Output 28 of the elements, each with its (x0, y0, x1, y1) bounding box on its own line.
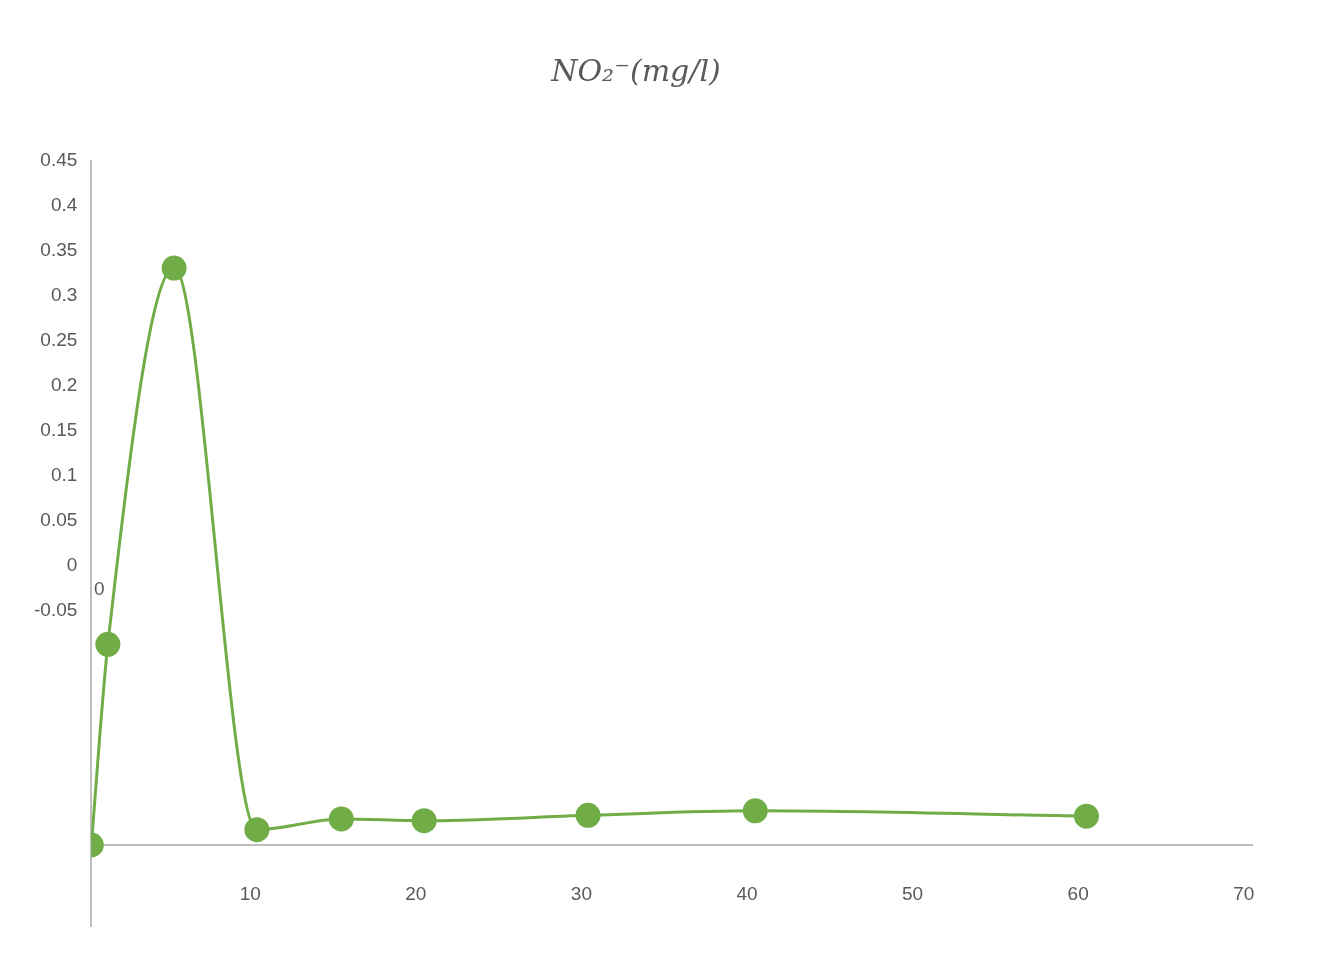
y-tick-label: 0.4 (50, 194, 78, 216)
y-tick-label: 0.45 (40, 149, 78, 171)
chart-title: NO₂⁻(mg/l) (550, 52, 721, 88)
x-tick-label: 30 (570, 882, 592, 904)
y-tick-label: 0.15 (40, 419, 78, 441)
point (244, 817, 270, 843)
x-tick-label: 60 (1067, 882, 1089, 904)
point (411, 808, 437, 834)
x-tick-label: 10 (239, 882, 261, 904)
x-tick-label: 50 (902, 882, 924, 904)
y-tick-label: 0.3 (50, 284, 78, 306)
y-tick-label: 0.25 (40, 329, 78, 351)
y-tick-label: 0 (66, 554, 78, 576)
x-tick-label: 20 (405, 882, 427, 904)
point (1073, 803, 1099, 829)
y-tick-label: 0.2 (50, 374, 78, 396)
x-tick-label: 40 (736, 882, 758, 904)
y-tick-label: -0.05 (33, 599, 78, 621)
annotation: 0 (94, 578, 105, 600)
point (95, 631, 121, 657)
point (742, 798, 768, 824)
point (328, 806, 354, 832)
x-tick-label: 70 (1233, 882, 1255, 904)
point (575, 802, 601, 828)
y-tick-label: 0.35 (40, 239, 78, 261)
y-tick-label: 0.05 (40, 509, 78, 531)
point (161, 255, 187, 281)
y-tick-label: 0.1 (50, 464, 78, 486)
